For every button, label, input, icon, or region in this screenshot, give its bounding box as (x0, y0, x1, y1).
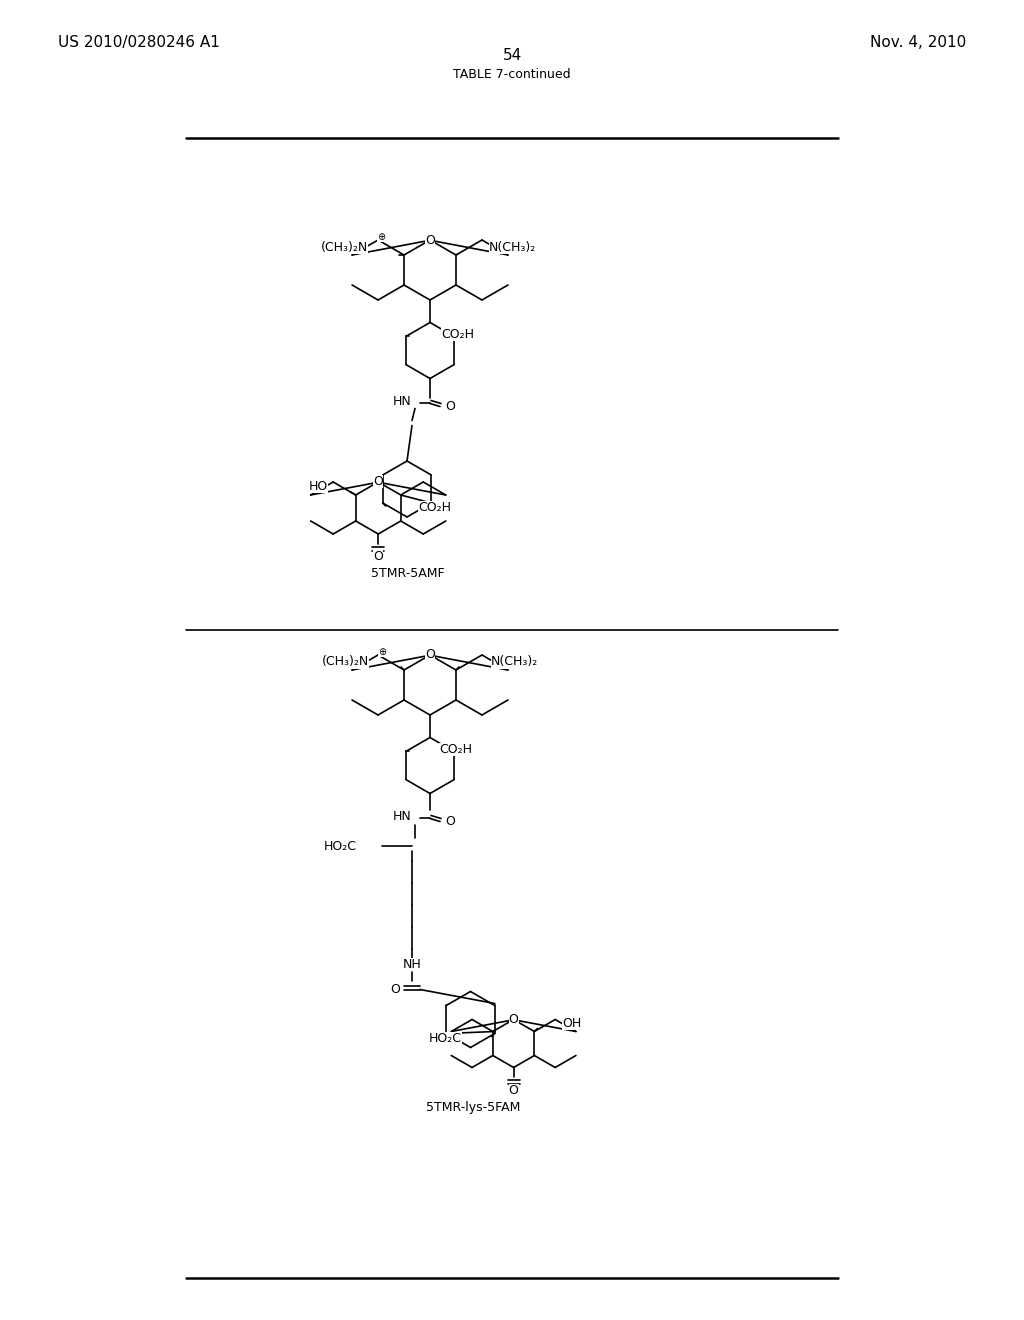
Text: (CH₃)₂N: (CH₃)₂N (322, 656, 369, 668)
Text: O: O (509, 1084, 518, 1097)
Text: Nov. 4, 2010: Nov. 4, 2010 (869, 36, 966, 50)
Text: HO₂C: HO₂C (324, 840, 357, 853)
Text: O: O (374, 475, 383, 488)
Text: NH: NH (402, 958, 421, 972)
Text: O: O (374, 550, 383, 564)
Text: O: O (425, 648, 435, 661)
Text: N(CH₃)₂: N(CH₃)₂ (490, 656, 539, 668)
Text: US 2010/0280246 A1: US 2010/0280246 A1 (58, 36, 220, 50)
Text: O: O (445, 814, 455, 828)
Text: CO₂H: CO₂H (438, 743, 472, 756)
Text: 5TMR-5AMF: 5TMR-5AMF (372, 568, 445, 581)
Text: O: O (445, 400, 455, 413)
Text: O: O (390, 983, 400, 997)
Text: O: O (509, 1012, 518, 1026)
Text: OH: OH (562, 1016, 582, 1030)
Text: ⊕: ⊕ (377, 232, 385, 242)
Text: O: O (425, 234, 435, 247)
Text: CO₂H: CO₂H (418, 502, 451, 515)
Text: HO: HO (308, 480, 328, 494)
Text: HO₂C: HO₂C (429, 1032, 462, 1045)
Text: N(CH₃)₂: N(CH₃)₂ (489, 240, 537, 253)
Text: (CH₃)₂N: (CH₃)₂N (321, 240, 368, 253)
Text: TABLE 7-continued: TABLE 7-continued (454, 69, 570, 81)
Text: ⊕: ⊕ (378, 647, 386, 657)
Text: HN: HN (393, 810, 412, 822)
Text: 54: 54 (503, 48, 521, 63)
Text: CO₂H: CO₂H (440, 327, 474, 341)
Text: HN: HN (393, 395, 412, 408)
Text: 5TMR-lys-5FAM: 5TMR-lys-5FAM (426, 1101, 521, 1114)
